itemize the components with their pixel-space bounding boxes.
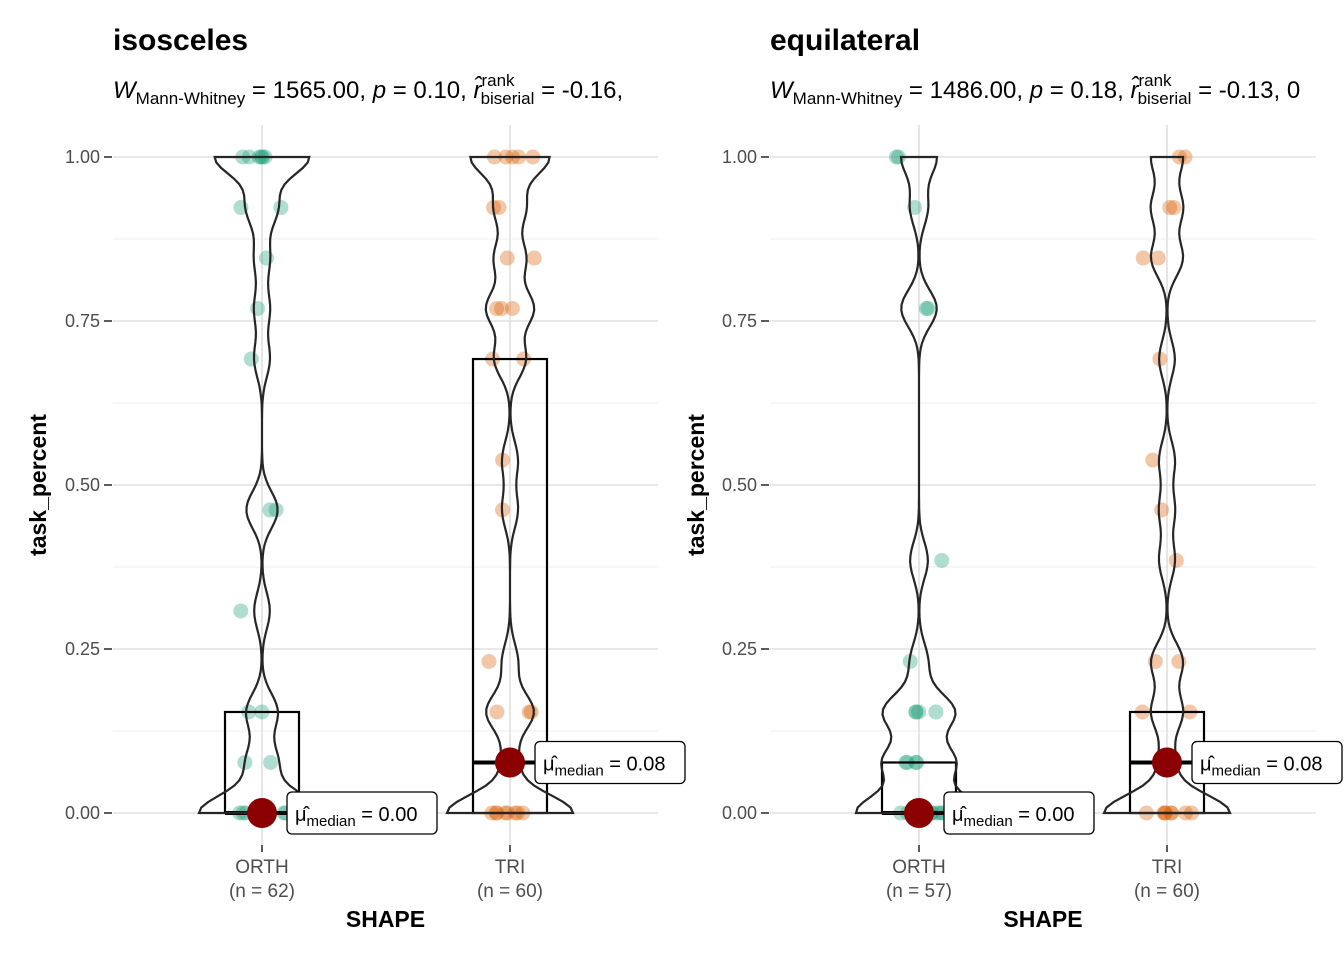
panel-title: isosceles — [113, 24, 248, 57]
data-point — [258, 250, 274, 266]
y-tick-label: 1.00 — [722, 147, 757, 167]
median-label: μ̂median = 0.08 — [1181, 740, 1343, 785]
data-point — [262, 502, 278, 518]
violin — [445, 155, 575, 815]
data-point — [1150, 250, 1166, 266]
data-point — [494, 301, 510, 317]
data-point — [250, 301, 266, 317]
x-tick-n-label: (n = 62) — [229, 881, 295, 902]
y-tick-label: 0.00 — [722, 803, 757, 823]
data-point — [499, 250, 515, 266]
median-point — [1152, 747, 1182, 778]
data-point — [888, 149, 904, 165]
group-ORTH: ORTH (n = 57) μ̂median = 0.00 — [854, 149, 1095, 902]
data-point — [233, 603, 249, 619]
panel-equilateral: equilateral WMann-Whitney = 1486.00, p = … — [683, 24, 1343, 932]
x-tick-n-label: (n = 57) — [886, 881, 952, 902]
data-point — [928, 704, 944, 720]
panel-subtitle: WMann-Whitney = 1486.00, p = 0.18, r̂ran… — [770, 71, 1300, 108]
median-label-text: μ̂median = 0.00 — [952, 804, 1074, 830]
panel-title: equilateral — [770, 24, 920, 57]
y-axis-title: task_percent — [25, 414, 51, 556]
median-label-text: μ̂median = 0.08 — [543, 753, 665, 779]
data-point — [920, 301, 936, 317]
data-point — [1162, 200, 1178, 216]
data-point — [1171, 653, 1187, 669]
panels: isosceles WMann-Whitney = 1565.00, p = 0.… — [25, 24, 1343, 932]
median-label: μ̂median = 0.00 — [933, 791, 1095, 835]
data-point — [526, 250, 542, 266]
data-point — [523, 704, 539, 720]
y-tick-label: 1.00 — [65, 147, 100, 167]
panel-subtitle: WMann-Whitney = 1565.00, p = 0.10, r̂ran… — [113, 71, 623, 108]
x-tick-label: ORTH — [892, 857, 945, 878]
x-axis-title: SHAPE — [1003, 906, 1082, 932]
data-point — [489, 301, 505, 317]
data-point — [918, 301, 934, 317]
median-point — [904, 798, 934, 828]
median-label-box — [1191, 740, 1343, 785]
violin — [854, 155, 984, 815]
y-tick-label: 0.75 — [722, 311, 757, 331]
median-point — [247, 798, 277, 828]
data-point — [273, 200, 289, 216]
data-point — [1168, 552, 1184, 568]
data-point — [263, 754, 279, 770]
median-label-box — [534, 740, 686, 785]
violin — [1102, 155, 1232, 815]
y-tick-label: 0.75 — [65, 311, 100, 331]
group-TRI: TRI (n = 60) μ̂median = 0.08 — [445, 149, 686, 902]
data-point — [1177, 149, 1193, 165]
x-tick-label: TRI — [1152, 857, 1183, 878]
data-point — [908, 704, 924, 720]
x-axis-title: SHAPE — [346, 906, 425, 932]
data-point — [1166, 200, 1182, 216]
median-label-box — [286, 791, 438, 835]
y-axis-title: task_percent — [683, 414, 709, 556]
median-label-box — [943, 791, 1095, 835]
median-label: μ̂median = 0.00 — [276, 791, 438, 835]
data-point — [1154, 502, 1170, 518]
panel-isosceles: isosceles WMann-Whitney = 1565.00, p = 0.… — [25, 24, 686, 932]
y-tick-label: 0.50 — [722, 475, 757, 495]
median-label-text: μ̂median = 0.00 — [295, 804, 417, 830]
x-tick-n-label: (n = 60) — [1134, 881, 1200, 902]
data-point — [268, 502, 284, 518]
data-point — [243, 351, 259, 367]
data-point — [934, 552, 950, 568]
data-point — [489, 704, 505, 720]
data-point — [491, 200, 507, 216]
group-TRI: TRI (n = 60) μ̂median = 0.08 — [1102, 149, 1343, 902]
data-point — [908, 704, 924, 720]
y-tick-label: 0.50 — [65, 475, 100, 495]
x-tick-label: ORTH — [235, 857, 288, 878]
data-point — [911, 704, 927, 720]
violin — [197, 155, 327, 815]
group-ORTH: ORTH (n = 62) μ̂median = 0.00 — [197, 149, 438, 902]
y-tick-label: 0.00 — [65, 803, 100, 823]
y-tick-label: 0.25 — [722, 639, 757, 659]
median-point — [495, 747, 525, 778]
data-point — [1145, 452, 1161, 468]
median-label: μ̂median = 0.08 — [524, 740, 686, 785]
data-point — [504, 301, 520, 317]
data-point — [1135, 250, 1151, 266]
y-tick-label: 0.25 — [65, 639, 100, 659]
x-tick-n-label: (n = 60) — [477, 881, 543, 902]
data-point — [481, 653, 497, 669]
x-tick-label: TRI — [495, 857, 526, 878]
